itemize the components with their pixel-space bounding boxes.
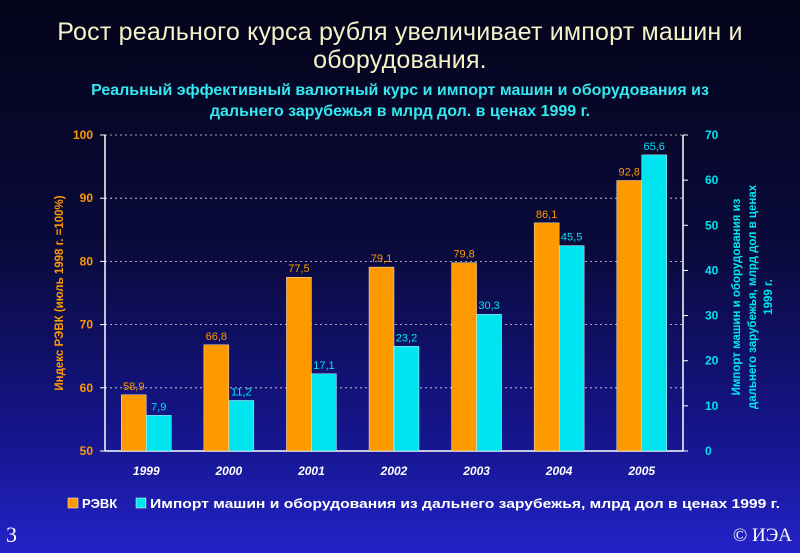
right-axis-tick-label: 10 <box>705 399 719 413</box>
ravk-data-label: 77,5 <box>288 263 309 275</box>
legend-import-swatch <box>135 497 147 509</box>
ravk-bar <box>368 266 395 452</box>
x-axis-category-label: 2005 <box>627 464 655 478</box>
left-axis-tick-label: 50 <box>80 444 94 458</box>
import-data-label: 30,3 <box>478 300 499 312</box>
right-axis-tick-label: 60 <box>705 173 719 187</box>
chart-subtitle-line1: Реальный эффективный валютный курс и имп… <box>91 82 709 99</box>
left-axis-tick-label: 70 <box>80 318 94 332</box>
left-axis-tick-label: 80 <box>80 254 94 268</box>
copyright-notice: © ИЭА <box>732 525 792 546</box>
right-axis-tick-label: 30 <box>705 309 719 323</box>
legend-import-label: Импорт машин и оборудования из дальнего … <box>150 496 780 511</box>
right-axis-tick-label: 20 <box>705 354 719 368</box>
slide-title-line2: оборудования. <box>313 46 487 74</box>
ravk-bar <box>616 180 642 452</box>
ravk-data-label: 79,8 <box>453 249 474 261</box>
x-axis-category-label: 2000 <box>215 464 243 478</box>
import-bar <box>228 400 255 452</box>
ravk-data-label: 92,8 <box>619 167 640 179</box>
x-axis-category-label: 2003 <box>462 464 490 478</box>
ravk-data-label: 86,1 <box>536 209 557 221</box>
ravk-bar <box>286 277 312 452</box>
import-data-label: 45,5 <box>561 232 582 244</box>
import-bar <box>311 373 337 452</box>
left-axis-tick-label: 100 <box>73 128 93 142</box>
import-data-label: 11,2 <box>231 386 252 398</box>
ravk-bar <box>451 262 477 452</box>
x-axis-category-label: 2002 <box>380 464 408 478</box>
ravk-bar <box>203 344 230 452</box>
right-axis-tick-label: 0 <box>705 444 712 458</box>
import-data-label: 23,2 <box>396 332 417 344</box>
legend-ravk-swatch <box>67 497 79 509</box>
ravk-data-label: 66,8 <box>206 331 227 343</box>
legend-ravk-label: РЭВК <box>82 496 117 511</box>
x-axis-category-label: 1999 <box>133 464 160 478</box>
import-data-label: 17,1 <box>313 360 334 372</box>
right-axis-tick-label: 70 <box>705 128 719 142</box>
import-bar <box>476 314 502 452</box>
right-axis-title: Импорт машин и оборудования из <box>731 198 743 395</box>
import-data-label: 65,6 <box>644 141 665 153</box>
import-bar <box>641 154 667 452</box>
left-axis-tick-label: 60 <box>80 381 94 395</box>
chart-subtitle: Реальный эффективный валютный курс и имп… <box>0 80 800 122</box>
chart-subtitle-line2: дальнего зарубежья в млрд дол. в ценах 1… <box>209 103 591 120</box>
right-axis-tick-label: 50 <box>705 218 719 232</box>
import-bar <box>146 415 172 452</box>
left-axis-tick-label: 90 <box>80 191 94 205</box>
ravk-bar <box>121 394 147 452</box>
page-number: 3 <box>6 522 17 547</box>
slide-title: Рост реального курса рубля увеличивает и… <box>0 18 800 74</box>
left-axis-title: Индекс РЭВК (июль 1998 г. =100%) <box>54 195 66 390</box>
right-axis-title: 1999 г. <box>763 279 775 315</box>
ravk-data-label: 58,9 <box>123 381 144 393</box>
x-axis-category-label: 2001 <box>297 464 325 478</box>
right-axis-tick-label: 40 <box>705 263 719 277</box>
ravk-bar <box>533 222 560 452</box>
slide-title-line1: Рост реального курса рубля увеличивает и… <box>57 18 743 46</box>
x-axis-category-label: 2004 <box>545 464 573 478</box>
import-bar <box>393 346 420 452</box>
ravk-data-label: 79,1 <box>371 253 392 265</box>
right-axis-title: дальнего зарубежья, млрд дол в ценах <box>747 184 759 409</box>
import-bar <box>558 245 585 452</box>
import-data-label: 7,9 <box>151 401 166 413</box>
